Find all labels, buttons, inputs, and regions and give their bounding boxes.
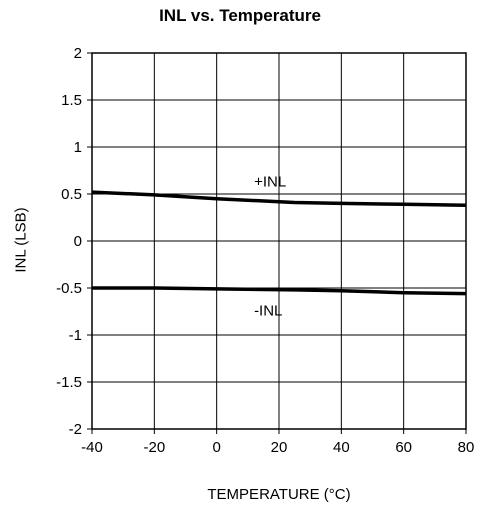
y-tick-label: -2 [69, 421, 82, 438]
series-line-plus-inl [91, 190, 467, 208]
x-tick-label: 60 [395, 439, 412, 456]
x-tick-label: -40 [81, 439, 103, 456]
y-tick-label: 0.5 [61, 186, 82, 203]
x-axis-label: TEMPERATURE (°C) [207, 486, 351, 503]
x-tick-label: 0 [212, 439, 220, 456]
y-tick-label: -0.5 [56, 280, 82, 297]
series-line-minus-inl [92, 286, 467, 296]
series-group: +INL -INL [91, 174, 467, 319]
y-tick-label: 1 [74, 139, 82, 156]
y-tick-label: 0 [74, 233, 82, 250]
y-tick-labels: 2 1.5 1 0.5 0 -0.5 -1 -1.5 -2 [56, 45, 82, 438]
x-tick-label: -20 [143, 439, 165, 456]
series-label: -INL [254, 302, 282, 319]
y-tick-label: 1.5 [61, 92, 82, 109]
series-label: +INL [254, 174, 286, 191]
x-tick-label: 40 [333, 439, 350, 456]
plot-frame [91, 52, 467, 430]
y-tick-label: -1 [69, 327, 82, 344]
chart-title: INL vs. Temperature [159, 6, 321, 25]
y-tick-label: 2 [74, 45, 82, 62]
y-tick-label: -1.5 [56, 374, 82, 391]
grid [87, 52, 467, 434]
x-tick-label: 80 [458, 439, 475, 456]
x-tick-label: 20 [271, 439, 288, 456]
x-tick-labels: -40 -20 0 20 40 60 80 [81, 439, 474, 456]
